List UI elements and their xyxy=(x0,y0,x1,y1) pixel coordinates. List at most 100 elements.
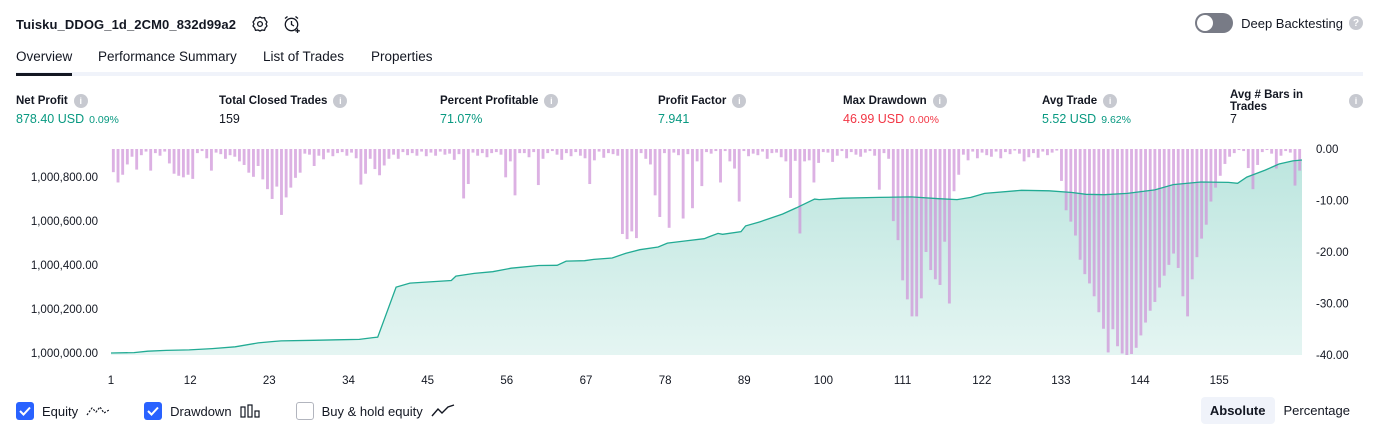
tab-properties[interactable]: Properties xyxy=(371,49,433,64)
drawdown-bars-icon xyxy=(239,404,262,418)
metric-value: 5.52 USD xyxy=(1042,112,1097,126)
drawdown-bar xyxy=(336,149,339,154)
tab-list-of-trades[interactable]: List of Trades xyxy=(263,49,345,64)
drawdown-bar xyxy=(789,149,793,198)
drawdown-bar xyxy=(499,149,503,155)
drawdown-bar xyxy=(555,149,559,155)
drawdown-bar xyxy=(639,149,643,154)
drawdown-bar xyxy=(700,149,704,187)
drawdown-bar xyxy=(228,149,232,156)
drawdown-bar xyxy=(1050,149,1054,153)
drawdown-bar xyxy=(1017,149,1021,154)
drawdown-bar xyxy=(826,149,830,153)
drawdown-bar xyxy=(378,149,381,176)
metric-value: 46.99 USD xyxy=(843,112,905,126)
absolute-button[interactable]: Absolute xyxy=(1200,397,1275,424)
checkbox-unchecked-icon[interactable] xyxy=(295,402,314,420)
info-icon[interactable]: i xyxy=(73,94,88,108)
drawdown-bar xyxy=(242,149,246,165)
info-icon[interactable]: i xyxy=(333,94,348,108)
trade-tick-label: 1 xyxy=(108,375,114,387)
drawdown-bar xyxy=(308,149,311,155)
equity-drawdown-chart[interactable]: 1,000,000.00 1,000,200.00 1,000,400.00 1,00… xyxy=(0,140,1379,390)
drawdown-bar xyxy=(303,149,307,154)
drawdown-tick-label: -40.00 xyxy=(1316,350,1349,362)
drawdown-bar xyxy=(1153,149,1157,302)
drawdown-bar xyxy=(803,149,807,162)
trade-tick-label: 34 xyxy=(342,375,355,387)
metric-label: Total Closed Trades xyxy=(219,95,328,107)
metric-profit-factor: Profit Factor i 7.941 xyxy=(658,92,747,126)
drawdown-bar xyxy=(1279,149,1283,156)
drawdown-bar xyxy=(817,149,821,163)
drawdown-bar xyxy=(163,149,167,152)
drawdown-bar xyxy=(1237,149,1241,151)
drawdown-bar xyxy=(494,149,498,153)
drawdown-bar xyxy=(233,149,237,157)
info-icon[interactable]: i xyxy=(544,94,559,108)
metric-net-profit: Net Profit i 878.40 USD 0.09% xyxy=(16,92,119,126)
drawdown-bar xyxy=(606,149,610,154)
drawdown-bar xyxy=(452,149,456,160)
metric-label: Max Drawdown xyxy=(843,95,927,107)
drawdown-bar xyxy=(1228,149,1232,157)
drawdown-bar xyxy=(396,149,400,159)
info-icon[interactable]: i xyxy=(732,94,747,108)
drawdown-bar xyxy=(354,149,358,159)
metric-label: Avg Trade xyxy=(1042,95,1098,107)
info-icon[interactable]: i xyxy=(932,94,947,108)
drawdown-bar xyxy=(139,149,143,156)
drawdown-bar xyxy=(994,149,998,152)
legend-equity[interactable]: Equity xyxy=(16,402,110,420)
drawdown-bar xyxy=(686,149,690,155)
value-mode-toggle: Absolute Percentage xyxy=(1200,397,1359,424)
drawdown-bar xyxy=(149,149,153,171)
drawdown-bar xyxy=(947,149,951,304)
drawdown-bar xyxy=(214,149,218,153)
drawdown-bar xyxy=(845,149,849,159)
equity-tick-label: 1,000,000.00 xyxy=(31,348,98,360)
gear-icon[interactable] xyxy=(250,14,270,34)
legend-drawdown[interactable]: Drawdown xyxy=(144,402,261,420)
deep-backtesting-toggle[interactable] xyxy=(1195,13,1234,33)
drawdown-bar xyxy=(630,149,634,232)
drawdown-bar xyxy=(691,149,694,209)
drawdown-bar xyxy=(929,149,933,271)
drawdown-bar xyxy=(901,149,905,281)
drawdown-bar xyxy=(756,149,760,156)
metric-sub: 0.09% xyxy=(89,114,119,126)
drawdown-bar xyxy=(1046,149,1049,156)
legend-label: Buy & hold equity xyxy=(321,403,423,419)
drawdown-bar xyxy=(695,149,699,162)
info-icon[interactable]: i xyxy=(1103,94,1118,108)
checkbox-checked-icon[interactable] xyxy=(144,402,163,420)
drawdown-bar xyxy=(784,149,788,162)
info-icon[interactable]: i xyxy=(1349,94,1363,108)
metric-value: 7 xyxy=(1230,112,1237,126)
drawdown-bar xyxy=(448,149,452,154)
drawdown-bar xyxy=(770,149,774,154)
drawdown-bar xyxy=(1223,149,1227,164)
drawdown-bar xyxy=(1167,149,1171,265)
drawdown-bar xyxy=(924,149,928,252)
alarm-clock-plus-icon[interactable] xyxy=(282,14,302,34)
drawdown-bar xyxy=(1195,149,1199,258)
checkbox-checked-icon[interactable] xyxy=(16,402,34,420)
drawdown-bar xyxy=(219,149,223,155)
drawdown-bar xyxy=(798,149,802,234)
question-icon[interactable]: ? xyxy=(1349,16,1363,30)
drawdown-bar xyxy=(751,149,755,154)
drawdown-bar xyxy=(415,149,419,156)
drawdown-bar xyxy=(191,149,195,179)
drawdown-bar xyxy=(1078,149,1082,260)
drawdown-bar xyxy=(649,149,652,165)
tab-performance-summary[interactable]: Performance Summary xyxy=(98,49,237,64)
tab-overview[interactable]: Overview xyxy=(16,49,73,76)
percentage-button[interactable]: Percentage xyxy=(1283,403,1351,418)
strategy-title: Tuisku_DDOG_1d_2CM0_832d99a2 xyxy=(16,16,237,32)
legend-buy-hold[interactable]: Buy & hold equity xyxy=(295,402,455,420)
drawdown-tick-label: -20.00 xyxy=(1316,247,1349,259)
drawdown-bar xyxy=(130,149,134,157)
drawdown-bar xyxy=(331,149,335,157)
drawdown-bar xyxy=(326,149,330,153)
